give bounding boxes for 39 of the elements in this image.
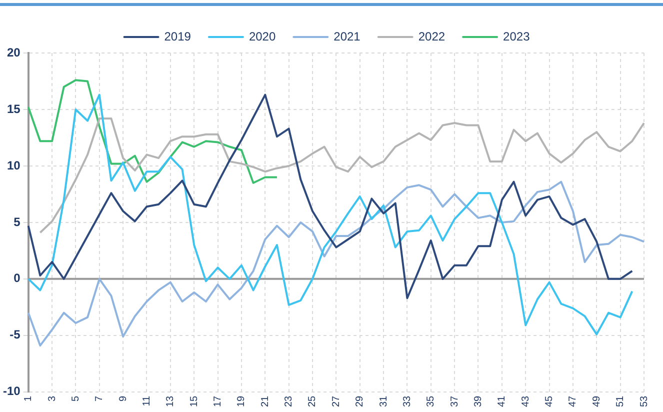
legend-label: 2023 [503,29,530,44]
x-tick-label: 21 [260,395,271,407]
x-tick-label: 45 [544,395,556,407]
y-tick-label: 20 [6,45,21,60]
x-tick-label: 43 [520,395,532,407]
x-tick-label: 27 [330,395,342,407]
x-tick-label: 51 [615,395,626,407]
x-tick-label: 35 [426,395,437,407]
x-tick-label: 17 [212,395,224,407]
legend-label: 2019 [164,29,192,44]
x-tick-label: 25 [307,395,318,407]
x-tick-label: 9 [118,395,129,402]
x-tick-label: 23 [284,395,295,407]
legend-label: 2022 [418,29,446,44]
y-tick-label: 0 [14,271,21,286]
x-tick-label: 11 [141,395,152,406]
x-tick-label: 13 [165,395,176,407]
x-tick-label: 19 [236,395,248,407]
y-tick-label: 10 [6,158,21,172]
x-tick-label: 41 [496,395,508,407]
x-tick-label: 33 [402,395,413,407]
x-tick-label: 7 [94,395,106,402]
y-tick-label: -10 [3,384,21,398]
x-tick-label: 1 [23,395,34,402]
legend-label: 2021 [334,29,361,44]
x-tick-label: 15 [188,395,200,407]
x-tick-label: 53 [638,395,650,407]
legend-label: 2020 [248,29,276,44]
x-tick-label: 47 [568,395,579,407]
y-tick-label: 5 [14,214,21,229]
x-tick-label: 5 [70,395,82,402]
x-tick-label: 37 [449,395,460,407]
y-tick-label: 15 [6,102,21,116]
y-tick-label: -5 [10,328,21,342]
x-tick-label: 39 [472,395,484,407]
x-tick-label: 29 [354,395,366,407]
x-tick-label: 31 [378,395,390,407]
x-tick-label: 3 [46,395,58,402]
x-tick-label: 49 [591,395,602,407]
